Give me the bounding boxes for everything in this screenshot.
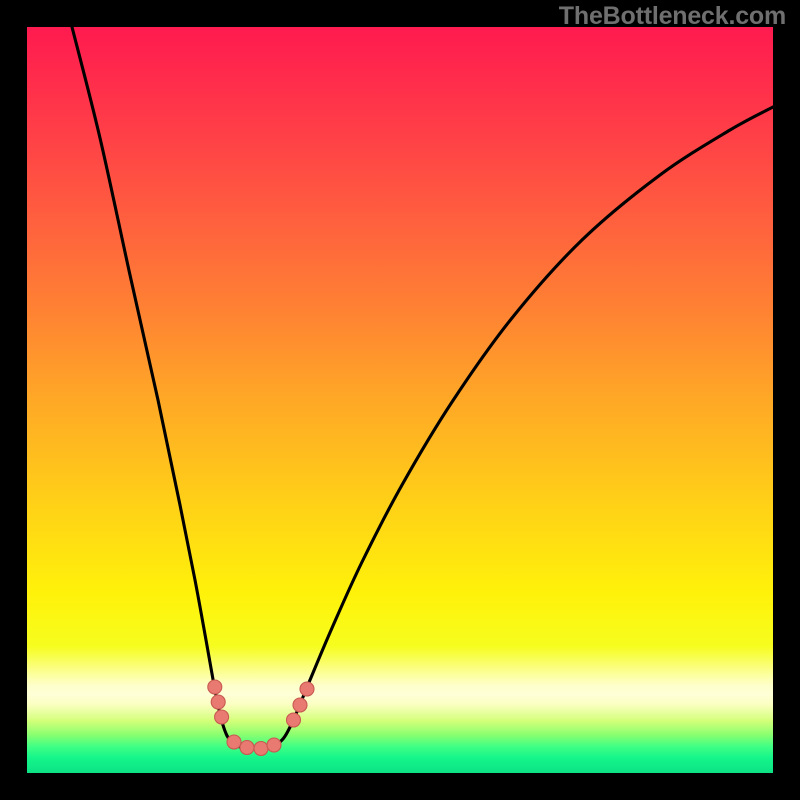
data-marker [215,710,229,724]
data-marker [254,742,268,756]
data-marker [267,738,281,752]
bottleneck-chart [0,0,800,800]
data-marker [208,680,222,694]
data-marker [293,698,307,712]
gradient-background [27,27,773,773]
data-marker [227,735,241,749]
data-marker [300,682,314,696]
data-marker [287,713,301,727]
data-marker [211,695,225,709]
watermark-text: TheBottleneck.com [559,2,786,31]
data-marker [240,741,254,755]
